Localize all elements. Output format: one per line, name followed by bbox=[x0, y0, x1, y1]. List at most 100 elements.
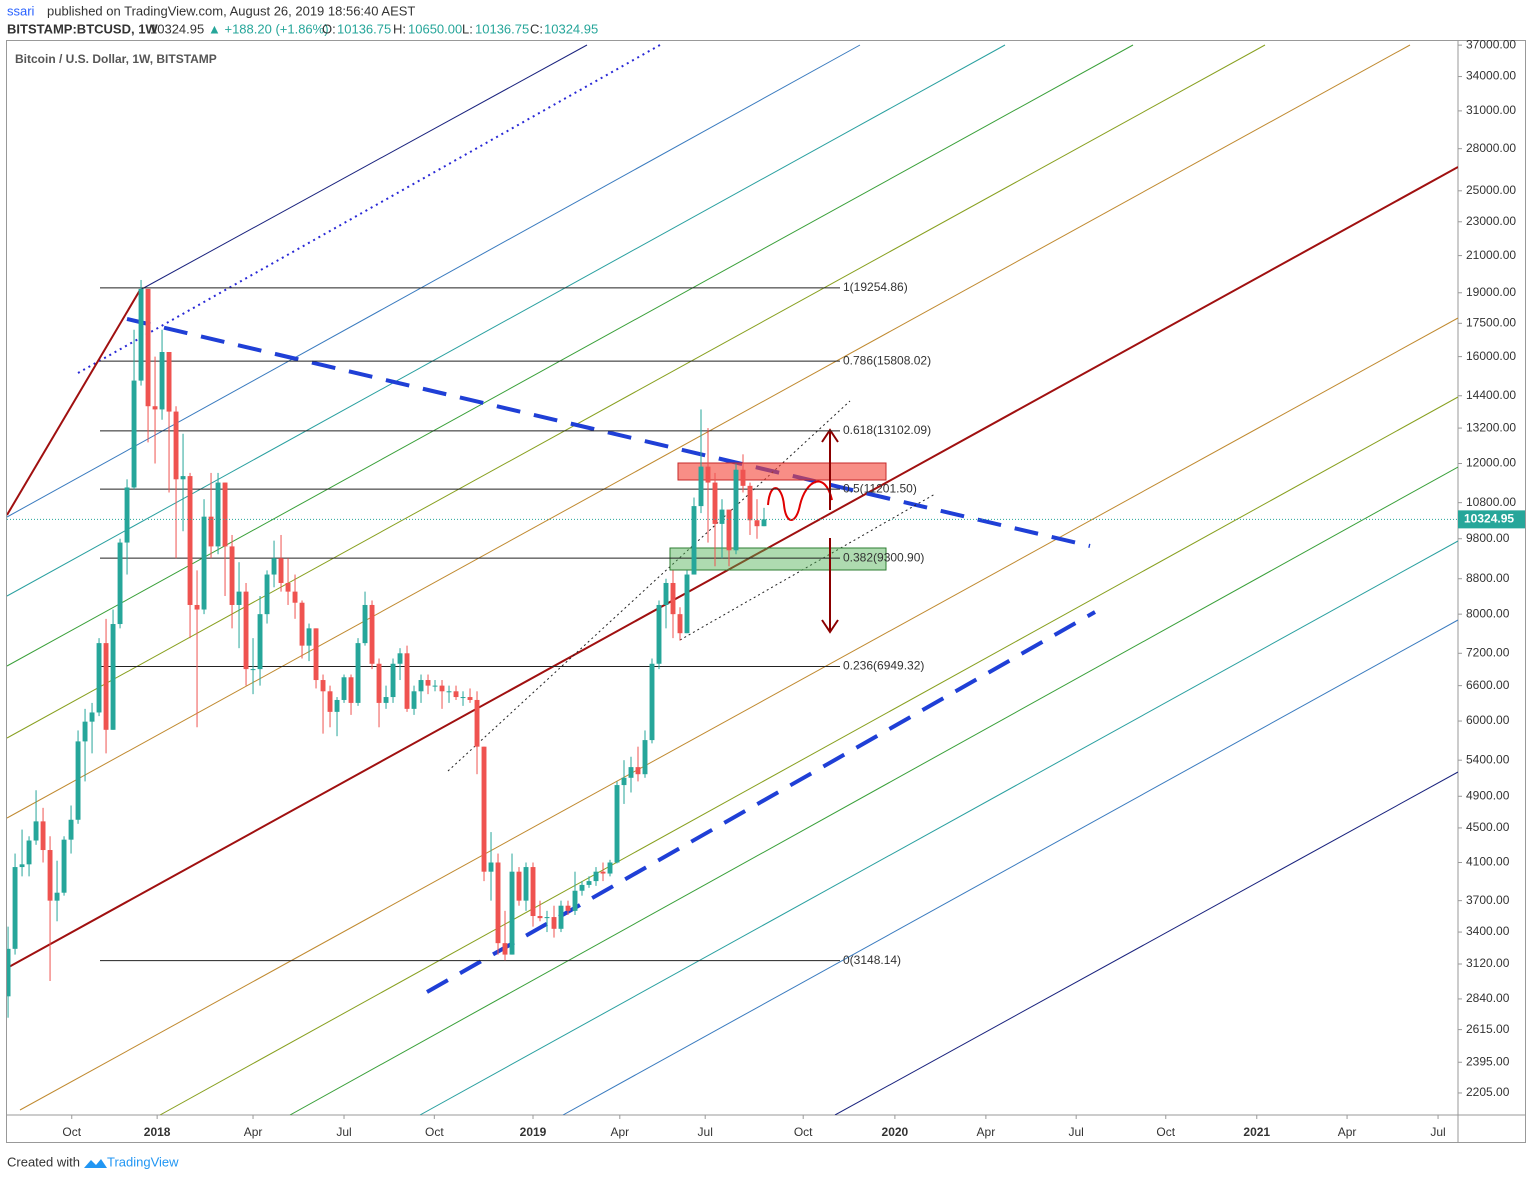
y-tick-label: 3120.00 bbox=[1466, 956, 1510, 970]
l: 10136.75 bbox=[475, 21, 529, 36]
candle-body bbox=[96, 643, 102, 713]
candle-body bbox=[278, 558, 284, 583]
candle-body bbox=[222, 482, 228, 547]
y-tick-label: 23000.00 bbox=[1466, 214, 1516, 228]
candle-body bbox=[201, 516, 207, 610]
candle-body bbox=[558, 905, 564, 929]
candle-body bbox=[453, 691, 459, 698]
symbol: BITSTAMP:BTCUSD, 1W bbox=[7, 21, 158, 36]
l-key: L: bbox=[462, 21, 473, 36]
candle-body bbox=[488, 862, 494, 872]
fork-line bbox=[562, 619, 1458, 1115]
candle-body bbox=[649, 663, 655, 741]
candle-body bbox=[733, 469, 739, 551]
candle-body bbox=[621, 777, 627, 786]
candle-body bbox=[523, 867, 529, 901]
x-tick-label: 2021 bbox=[1243, 1125, 1270, 1139]
x-tick-label: Oct bbox=[1156, 1125, 1175, 1139]
fib-retracement: 1(19254.86) 0.786(15808.02) 0.618(13102.09… bbox=[100, 280, 931, 967]
candle-body bbox=[439, 685, 445, 692]
dotted-line bbox=[77, 44, 661, 374]
candle-body bbox=[516, 871, 522, 901]
candle-body bbox=[173, 411, 179, 480]
candle-body bbox=[593, 871, 599, 882]
y-tick-label: 7200.00 bbox=[1466, 645, 1510, 659]
candle-body bbox=[411, 691, 417, 709]
candle-body bbox=[341, 677, 347, 700]
candle-body bbox=[404, 653, 410, 709]
channel-line bbox=[679, 493, 936, 641]
candle-body bbox=[145, 288, 151, 407]
candle-body bbox=[26, 840, 32, 865]
fork-line bbox=[7, 44, 1134, 667]
footer-brand: TradingView bbox=[107, 1154, 179, 1169]
author: ssari bbox=[7, 3, 35, 18]
y-tick-label: 2840.00 bbox=[1466, 991, 1510, 1005]
y-tick-label: 13200.00 bbox=[1466, 420, 1516, 434]
candle-body bbox=[292, 591, 298, 603]
candle-body bbox=[432, 685, 438, 687]
candle-body bbox=[334, 699, 340, 712]
x-tick-label: Jul bbox=[1430, 1125, 1445, 1139]
candle-body bbox=[110, 624, 116, 730]
candle-body bbox=[215, 482, 221, 547]
candle-body bbox=[614, 785, 620, 863]
y-tick-label: 16000.00 bbox=[1466, 349, 1516, 363]
candle-body bbox=[124, 487, 130, 543]
candle-body bbox=[425, 680, 431, 686]
x-tick-label: Jul bbox=[336, 1125, 351, 1139]
candle-body bbox=[530, 867, 536, 917]
candle-body bbox=[460, 697, 466, 699]
brand-logo bbox=[84, 1159, 107, 1168]
y-tick-label: 4100.00 bbox=[1466, 855, 1510, 869]
chart-title: Bitcoin / U.S. Dollar, 1W, BITSTAMP bbox=[15, 52, 217, 66]
candle-body bbox=[40, 821, 46, 851]
fib-label: 0.5(11201.50) bbox=[843, 481, 917, 495]
candle-body bbox=[586, 881, 592, 885]
candle-body bbox=[446, 691, 452, 693]
frame bbox=[6, 40, 1526, 1143]
fib-label: 1(19254.86) bbox=[843, 280, 908, 294]
x-tick-label: Oct bbox=[62, 1125, 81, 1139]
y-tick-label: 6600.00 bbox=[1466, 678, 1510, 692]
candle-body bbox=[320, 680, 326, 692]
candle-body bbox=[61, 839, 67, 893]
candle-body bbox=[187, 476, 193, 605]
candle-body bbox=[397, 653, 403, 664]
x-tick-label: Apr bbox=[1338, 1125, 1357, 1139]
candle-body bbox=[390, 663, 396, 698]
trend-line bbox=[426, 610, 1096, 994]
c: 10324.95 bbox=[544, 21, 598, 36]
y-tick-label: 9800.00 bbox=[1466, 531, 1510, 545]
fib-label: 0.382(9300.90) bbox=[843, 550, 924, 564]
candle-body bbox=[271, 558, 277, 575]
candle-body bbox=[719, 509, 725, 524]
fork-line bbox=[7, 44, 1006, 597]
candle-body bbox=[635, 767, 641, 775]
fib-label: 0.786(15808.02) bbox=[843, 353, 931, 367]
last-price-label: 10324.95 bbox=[1464, 512, 1514, 526]
channel-line bbox=[447, 400, 851, 772]
candle-body bbox=[103, 643, 109, 730]
candle-body bbox=[726, 509, 732, 551]
x-tick-label: Oct bbox=[425, 1125, 444, 1139]
candle-body bbox=[306, 628, 312, 646]
candles bbox=[7, 279, 767, 1018]
h-key: H: bbox=[393, 21, 406, 36]
y-tick-label: 4500.00 bbox=[1466, 820, 1510, 834]
footer-created: Created with bbox=[7, 1154, 80, 1169]
o-key: O: bbox=[322, 21, 336, 36]
handle-line bbox=[7, 289, 141, 516]
candle-body bbox=[47, 850, 53, 901]
change: ▲ +188.20 (+1.86%) bbox=[208, 21, 329, 36]
y-tick-label: 3400.00 bbox=[1466, 924, 1510, 938]
x-tick-label: Jul bbox=[1069, 1125, 1084, 1139]
fork-line bbox=[19, 317, 1458, 1111]
candle-body bbox=[474, 699, 480, 747]
candle-body bbox=[481, 746, 487, 872]
fork-line bbox=[159, 396, 1458, 1115]
candle-body bbox=[12, 867, 18, 949]
candle-body bbox=[194, 604, 200, 610]
x-tick-label: 2020 bbox=[882, 1125, 909, 1139]
